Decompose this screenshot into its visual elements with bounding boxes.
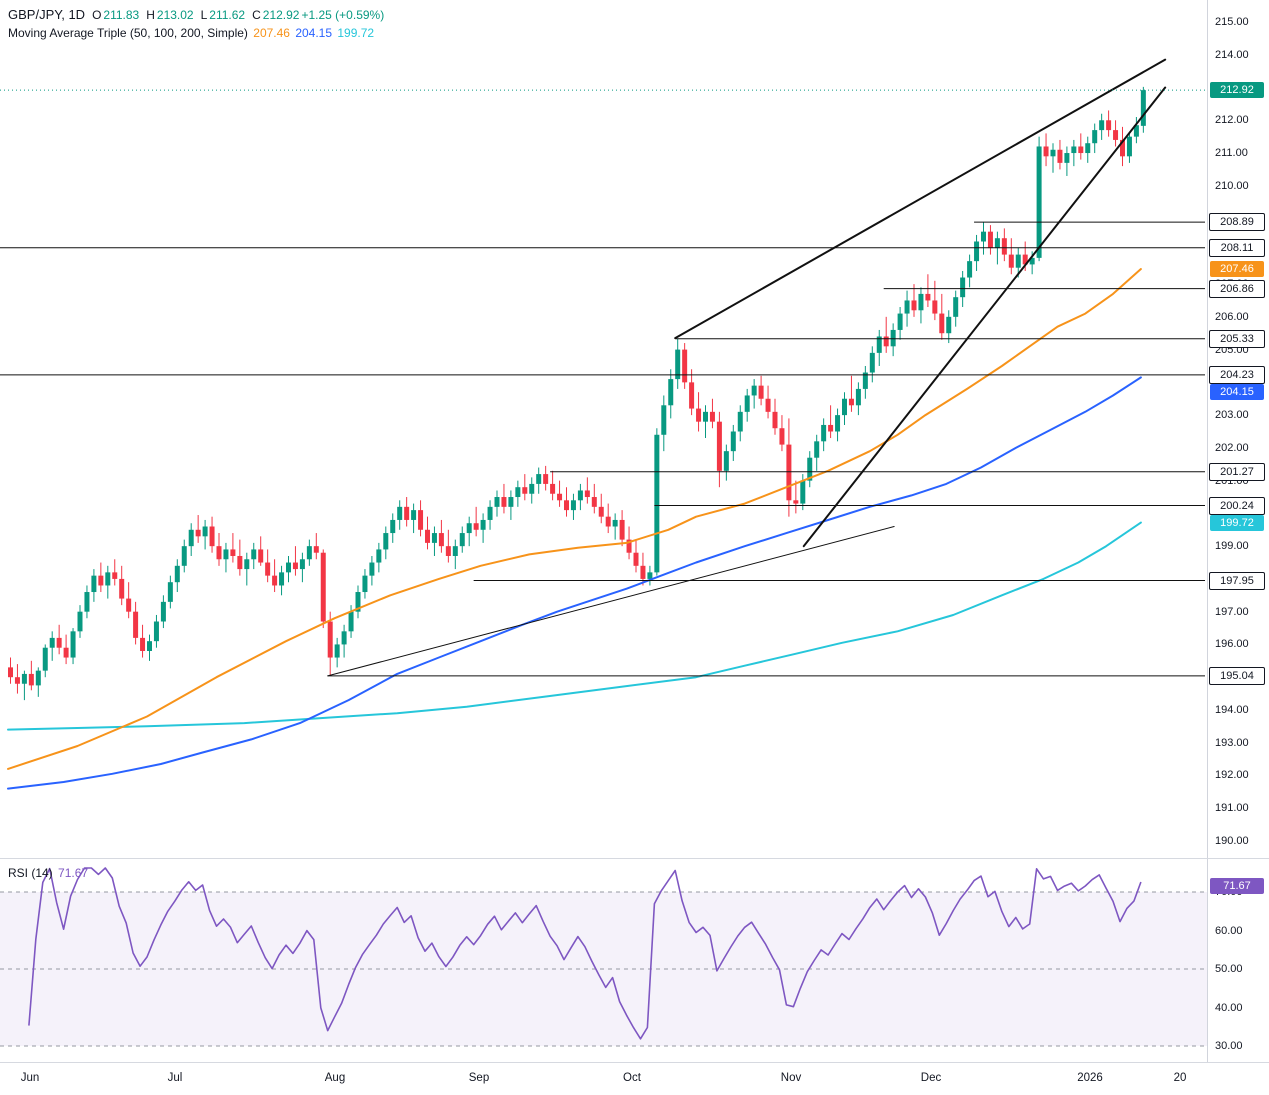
moving-average-lines [7, 268, 1142, 790]
rsi-indicator-title: RSI (14) [8, 866, 53, 880]
price-tick: 203.00 [1215, 409, 1249, 422]
ma50-value: 207.46 [253, 26, 290, 40]
symbol-title: GBP/JPY, 1D [8, 7, 86, 22]
level-price-badge: 195.04 [1209, 666, 1265, 685]
price-tick: 196.00 [1215, 638, 1249, 651]
rsi-tick: 50.00 [1215, 963, 1243, 975]
price-tick: 197.00 [1215, 605, 1249, 618]
ohlc-high-label: H [146, 8, 155, 22]
price-tick: 199.00 [1215, 540, 1249, 553]
price-tick: 202.00 [1215, 441, 1249, 454]
pane-separator[interactable] [0, 858, 1269, 859]
trendlines [327, 58, 1167, 677]
price-tick: 192.00 [1215, 769, 1249, 782]
ohlc-open-value: 211.83 [103, 8, 140, 22]
time-tick: 2026 [1077, 1072, 1103, 1084]
price-axis[interactable]: 215.00214.00213.00212.00211.00210.00209.… [1207, 0, 1269, 1063]
ohlc-close-value: 212.92 [262, 8, 300, 22]
rsi-pane [0, 891, 1207, 1047]
price-tick: 190.00 [1215, 835, 1249, 847]
rsi-value-badge: 71.67 [1210, 877, 1264, 894]
price-tick: 211.00 [1215, 147, 1248, 160]
price-tick: 215.00 [1215, 16, 1249, 28]
ohlc-close-label: C [252, 8, 261, 22]
rsi-line [28, 867, 1142, 1040]
rsi-tick: 60.00 [1215, 924, 1243, 937]
level-price-badge: 204.23 [1209, 365, 1265, 384]
level-price-badge: 205.33 [1209, 329, 1265, 348]
ohlc-low-value: 211.62 [209, 8, 246, 22]
time-tick: Aug [324, 1072, 346, 1084]
change-value: +1.25 (+0.59%) [301, 8, 385, 22]
horizontal-levels [0, 221, 1205, 677]
time-axis[interactable]: Jun Jul Aug Sep Oct Nov Dec 2026 20 [0, 1063, 1269, 1095]
ma-price-badge: 207.46 [1210, 261, 1264, 277]
price-tick: 214.00 [1215, 48, 1249, 61]
time-tick: 20 [1173, 1072, 1187, 1084]
rsi-value: 71.67 [58, 866, 89, 880]
level-price-badge: 201.27 [1209, 462, 1265, 481]
ma200-value: 199.72 [337, 26, 375, 40]
price-tick: 191.00 [1215, 802, 1249, 815]
ma-price-badge: 199.72 [1210, 514, 1264, 531]
time-tick: Jul [167, 1072, 183, 1084]
ohlc-high-value: 213.02 [156, 8, 194, 22]
time-tick: Jun [20, 1072, 40, 1084]
time-tick: Nov [780, 1072, 802, 1084]
price-tick: 210.00 [1215, 179, 1249, 192]
ohlc-low-label: L [200, 8, 208, 22]
time-axis-separator [0, 1062, 1269, 1063]
axis-separator-vertical [1207, 0, 1208, 1063]
ma-price-badge: 204.15 [1210, 384, 1264, 401]
candlestick-series [8, 86, 1146, 701]
ma100-value: 204.15 [295, 26, 333, 40]
level-price-badge: 200.24 [1209, 496, 1265, 515]
rsi-tick: 40.00 [1215, 1001, 1243, 1014]
price-tick: 193.00 [1215, 736, 1249, 749]
price-tick: 206.00 [1215, 310, 1249, 323]
time-tick: Sep [468, 1072, 490, 1084]
ohlc-open-label: O [92, 8, 102, 22]
level-price-badge: 208.11 [1209, 238, 1265, 257]
time-tick: Dec [920, 1072, 942, 1084]
level-price-badge: 206.86 [1209, 279, 1265, 298]
price-tick: 194.00 [1215, 703, 1249, 716]
time-tick: Oct [623, 1072, 641, 1084]
rsi-indicator-legend[interactable]: RSI (14) 71.67 [8, 866, 88, 880]
rsi-tick: 30.00 [1215, 1040, 1243, 1052]
level-price-badge: 197.95 [1209, 571, 1265, 590]
ma-indicator-legend[interactable]: Moving Average Triple (50, 100, 200, Sim… [8, 26, 374, 40]
symbol-legend[interactable]: GBP/JPY, 1D O 211.83 H 213.02 L 211.62 C 212.92 +… [8, 7, 384, 22]
last-price-badge: 212.92 [1210, 82, 1264, 99]
ma-indicator-title: Moving Average Triple (50, 100, 200, Sim… [8, 26, 248, 40]
level-price-badge: 208.89 [1209, 213, 1265, 232]
price-tick: 212.00 [1215, 114, 1249, 127]
